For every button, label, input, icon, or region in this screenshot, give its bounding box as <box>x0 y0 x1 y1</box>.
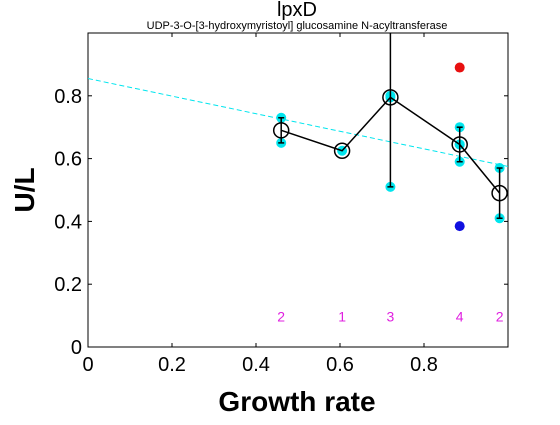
mean-marker <box>451 136 468 153</box>
mean-marker <box>491 184 508 202</box>
x-tick-label: 0 <box>82 354 93 376</box>
mean-marker <box>382 89 399 106</box>
sample-count-label: 1 <box>338 309 346 325</box>
sample-count-label: 3 <box>387 309 395 325</box>
mean-marker <box>333 142 351 159</box>
sample-count-label: 2 <box>277 309 285 325</box>
x-tick-label: 0.2 <box>158 354 186 376</box>
mean-line <box>280 96 501 194</box>
y-tick-label: 0 <box>71 337 82 359</box>
y-tick-label: 0.6 <box>54 149 82 171</box>
highlight-point <box>454 221 465 232</box>
plot-area: 0 0.2 0.4 0.6 0.8 0 0.2 0.4 0.6 0.8 2 1 3 4 2 <box>54 32 509 376</box>
chart-subtitle: UDP-3-O-[3-hydroxymyristoyl] glucosamine… <box>147 20 448 32</box>
x-axis-label: Growth rate <box>218 386 375 417</box>
x-tick-label: 0.8 <box>410 354 438 376</box>
highlight-point <box>454 62 465 73</box>
mean-marker <box>272 122 290 139</box>
x-tick-label: 0.4 <box>242 354 270 376</box>
chart-title: lpxD <box>277 0 317 21</box>
x-tick-label: 0.6 <box>326 354 354 376</box>
y-tick-label: 0.2 <box>54 274 82 296</box>
plot-frame <box>87 32 509 348</box>
y-axis-label: U/L <box>9 167 40 212</box>
y-tick-label: 0.4 <box>54 211 82 233</box>
sample-count-label: 4 <box>456 309 464 325</box>
y-tick-label: 0.8 <box>54 86 82 108</box>
sample-count-label: 2 <box>496 309 504 325</box>
